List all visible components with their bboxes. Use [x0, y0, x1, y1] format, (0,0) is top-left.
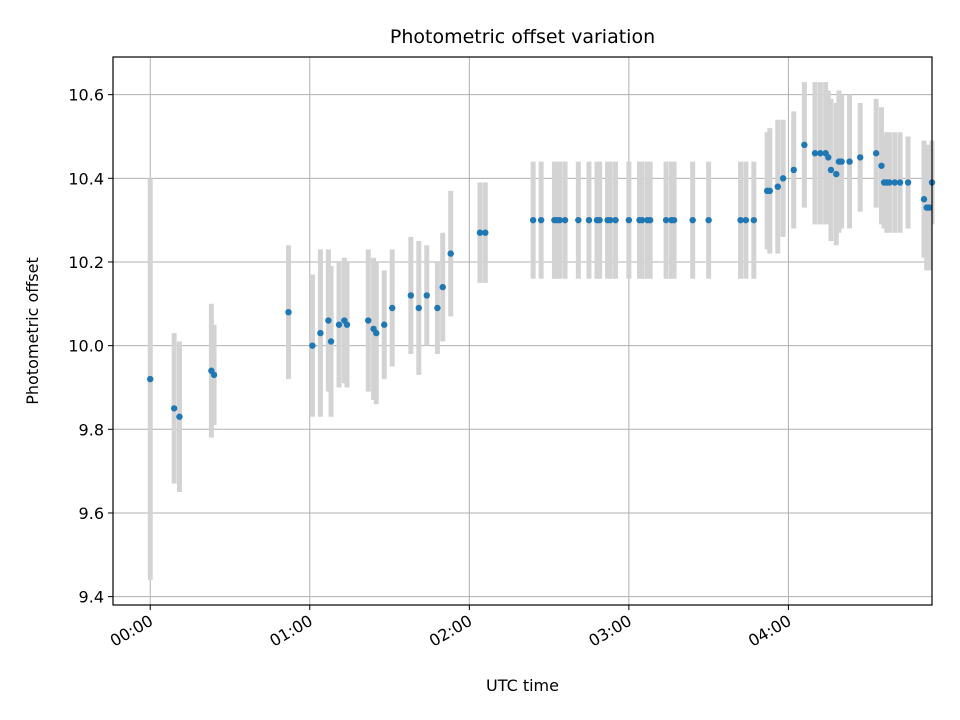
data-point [482, 229, 489, 236]
data-point [750, 216, 758, 224]
y-tick-label: 10.2 [68, 253, 104, 272]
y-axis-ticks: 9.4 9.6 9.8 10.0 10.2 10.4 10.6 [68, 86, 113, 607]
data-point [857, 154, 864, 161]
data-point [878, 162, 885, 169]
data-point [537, 216, 545, 224]
data-point [373, 329, 380, 337]
data-point [476, 229, 484, 236]
data-point [689, 216, 696, 224]
data-point [439, 283, 446, 291]
y-axis-label: Photometric offset [23, 257, 42, 405]
data-point [891, 179, 898, 186]
data-point [147, 375, 154, 383]
data-point [896, 179, 904, 186]
data-point [926, 204, 933, 211]
data-point [556, 216, 563, 224]
data-point [742, 216, 750, 224]
x-axis-label: UTC time [486, 676, 559, 695]
data-point [705, 216, 712, 224]
data-point [670, 216, 678, 224]
data-point [176, 413, 183, 420]
data-point [737, 216, 744, 224]
data-point [343, 321, 351, 328]
data-point [612, 216, 619, 224]
data-point [575, 216, 582, 224]
data-point [210, 371, 218, 379]
data-point [662, 216, 670, 224]
data-point [766, 187, 773, 195]
data-point [285, 308, 292, 316]
data-point [447, 250, 454, 257]
data-point [625, 216, 633, 224]
data-point [920, 196, 928, 203]
data-point [846, 158, 853, 165]
data-point [170, 405, 178, 412]
y-tick-label: 9.8 [79, 420, 104, 439]
data-point [585, 216, 593, 224]
data-point [825, 154, 832, 161]
data-point [529, 216, 537, 224]
data-point [309, 342, 316, 349]
data-point [904, 179, 912, 186]
data-point [335, 321, 343, 328]
data-point [415, 304, 422, 312]
data-point [434, 304, 441, 312]
data-point [423, 292, 430, 299]
data-point [389, 304, 396, 312]
data-point [779, 175, 787, 182]
data-point [561, 216, 569, 224]
data-point [325, 317, 332, 324]
data-point [838, 158, 845, 165]
data-point [596, 216, 603, 224]
data-point [886, 179, 893, 186]
y-tick-label: 10.0 [68, 337, 104, 356]
data-point [790, 166, 797, 174]
data-point [638, 216, 646, 224]
y-tick-label: 10.6 [68, 86, 104, 105]
data-point [607, 216, 614, 224]
y-tick-label: 9.4 [79, 588, 104, 607]
data-point [381, 321, 388, 328]
chart-title: Photometric offset variation [390, 26, 655, 48]
data-point [774, 183, 781, 190]
data-point [872, 150, 880, 157]
data-points [147, 141, 936, 420]
data-point [833, 170, 840, 178]
data-point [327, 338, 335, 345]
data-point [646, 216, 654, 224]
data-point [407, 292, 415, 299]
data-point [817, 150, 824, 157]
data-point [801, 141, 808, 149]
y-tick-label: 10.4 [68, 169, 104, 188]
y-tick-label: 9.6 [79, 504, 104, 523]
plot-area-frame [112, 56, 933, 606]
data-point [827, 166, 835, 174]
data-point [317, 329, 324, 337]
data-point [365, 317, 372, 324]
data-point [811, 150, 819, 157]
